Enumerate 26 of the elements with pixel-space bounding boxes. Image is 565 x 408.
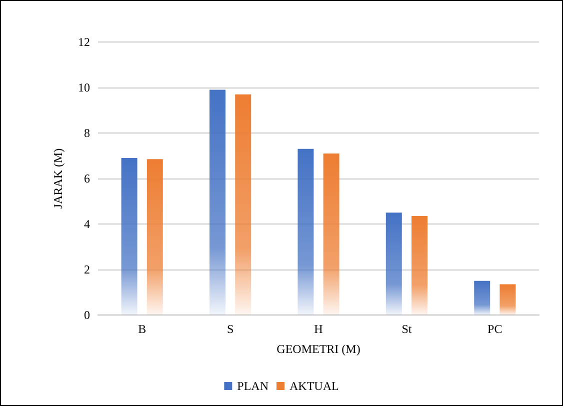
y-tick-label: 0	[84, 308, 90, 322]
y-tick-label: 12	[78, 35, 90, 49]
x-tick-label: St	[402, 322, 412, 336]
legend-label: PLAN	[237, 379, 269, 393]
x-tick-label: B	[138, 322, 146, 336]
bar	[474, 280, 490, 315]
y-tick-label: 2	[84, 262, 90, 276]
bar	[298, 148, 314, 315]
bar	[210, 90, 226, 315]
y-tick-label: 4	[84, 217, 90, 231]
x-tick-label: PC	[488, 322, 502, 336]
bar	[500, 284, 516, 315]
y-tick-label: 8	[84, 126, 90, 140]
bar	[235, 94, 252, 315]
bar	[323, 153, 340, 315]
x-axis-title: GEOMETRI (M)	[276, 342, 360, 356]
bar	[386, 212, 402, 315]
x-tick-label: S	[226, 322, 234, 336]
bar	[146, 159, 163, 315]
bar	[412, 216, 428, 315]
x-tick-label: H	[314, 322, 324, 336]
legend-label: AKTUAL	[290, 379, 339, 393]
y-tick-label: 6	[84, 172, 90, 186]
y-axis-title: JARAK (M)	[51, 148, 65, 209]
y-tick-label: 10	[78, 80, 90, 94]
bar	[121, 158, 138, 315]
